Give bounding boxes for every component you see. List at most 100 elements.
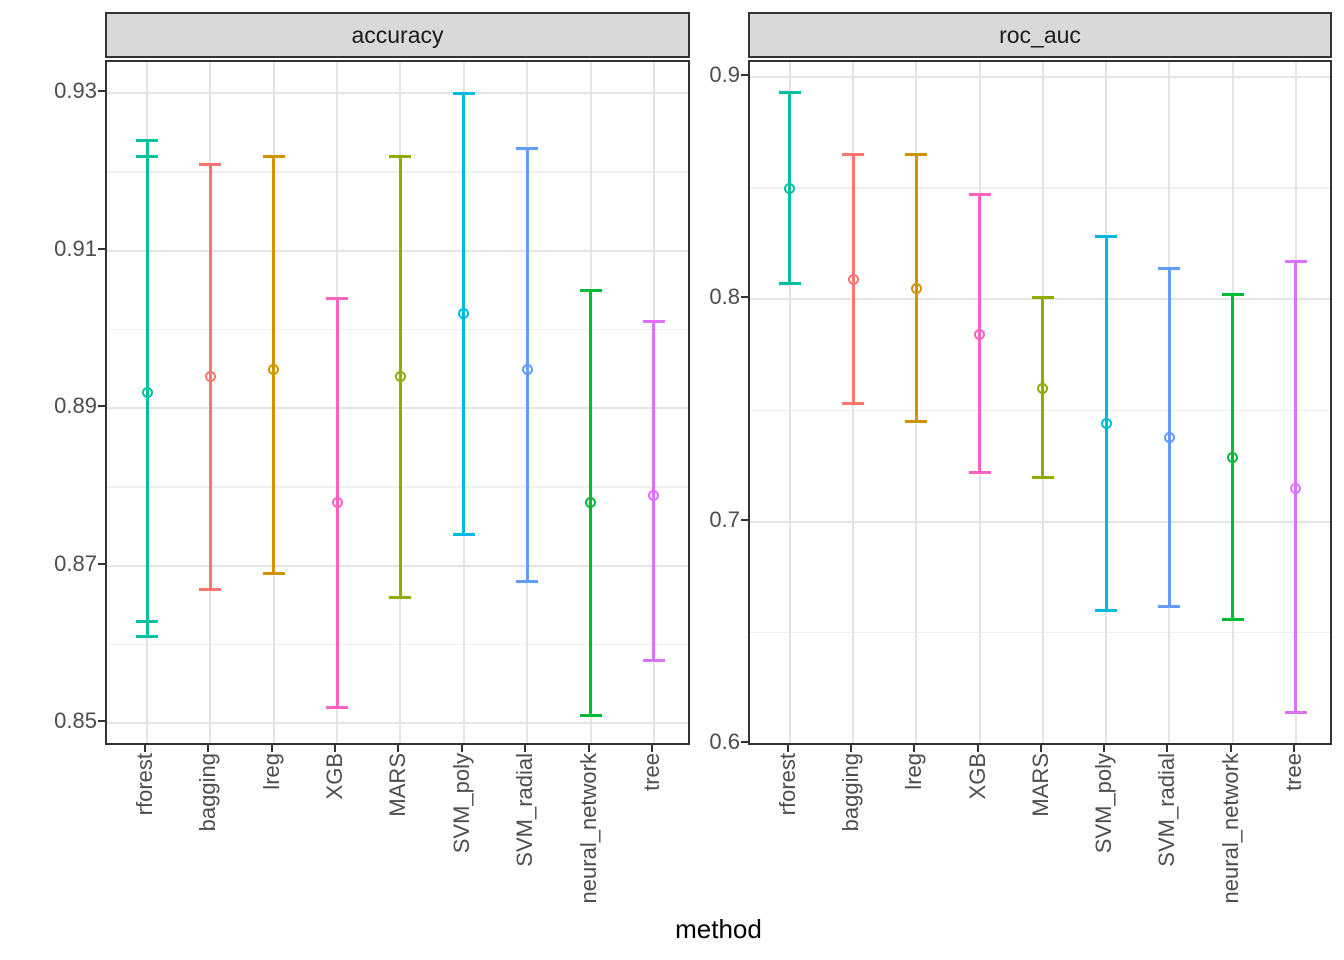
- x-tick-mark: [1292, 745, 1295, 752]
- error-bar-cap-MARS: [1031, 295, 1054, 299]
- point-marker-SVM_radial: [521, 363, 533, 375]
- x-tick-mark: [913, 745, 916, 752]
- gridline-minor: [107, 171, 688, 173]
- x-tick-mark: [144, 745, 146, 752]
- gridline-major: [750, 520, 1330, 523]
- y-tick-mark: [98, 720, 105, 723]
- point-marker-neural_network: [1227, 451, 1239, 463]
- error-bar-cap-bagging: [199, 588, 222, 592]
- gridline-major: [750, 298, 1330, 301]
- facet-strip-accuracy: accuracy: [105, 12, 690, 58]
- point-marker-lreg: [910, 282, 922, 294]
- gridline-minor: [750, 631, 1330, 634]
- x-tick-label-lreg: lreg: [258, 753, 284, 790]
- x-tick-label-lreg: lreg: [901, 753, 927, 790]
- y-tick-mark: [741, 73, 748, 76]
- x-tick-mark: [524, 745, 527, 752]
- x-tick-label-tree: tree: [638, 753, 664, 791]
- x-tick-mark: [1103, 745, 1106, 752]
- x-tick-mark: [334, 745, 337, 752]
- error-bar-cap-XGB: [326, 706, 349, 710]
- y-tick-label: 0.9: [709, 61, 740, 87]
- error-bar-cap-rforest: [136, 619, 158, 623]
- x-tick-label-SVM_radial: SVM_radial: [1154, 753, 1180, 867]
- error-bar-cap-lreg: [262, 154, 285, 158]
- error-bar-cap-rforest: [136, 154, 158, 158]
- x-tick-mark: [850, 745, 853, 752]
- error-bar-cap-SVM_radial: [1158, 266, 1181, 270]
- error-bar-cap-rforest: [136, 139, 158, 143]
- x-tick-label-SVM_poly: SVM_poly: [448, 753, 474, 854]
- x-tick-mark: [650, 745, 653, 752]
- x-tick-mark: [207, 745, 210, 752]
- x-tick-label-XGB: XGB: [964, 753, 990, 800]
- error-bar-cap-SVM_radial: [1158, 604, 1181, 608]
- point-marker-SVM_radial: [1163, 431, 1175, 443]
- error-bar-cap-tree: [1284, 711, 1307, 715]
- y-tick-label: 0.7: [709, 506, 740, 532]
- point-marker-tree: [648, 489, 660, 501]
- facet-title-accuracy: accuracy: [351, 21, 444, 48]
- y-tick-label: 0.91: [54, 235, 97, 261]
- y-tick-label: 0.87: [54, 550, 97, 576]
- gridline-minor: [107, 486, 688, 488]
- gridline-minor: [107, 643, 688, 646]
- error-bar-cap-tree: [1284, 259, 1307, 263]
- error-bar-cap-XGB: [326, 296, 349, 300]
- facet-strip-roc-auc: roc_auc: [748, 12, 1332, 58]
- point-marker-rforest: [141, 387, 153, 399]
- gridline-major: [107, 407, 688, 410]
- point-marker-XGB: [974, 329, 986, 341]
- error-bar-cap-MARS: [389, 154, 412, 158]
- error-bar-cap-neural_network: [1221, 617, 1244, 621]
- y-tick-mark: [98, 562, 105, 565]
- point-marker-rforest: [784, 182, 796, 194]
- gridline-minor: [750, 187, 1330, 189]
- y-tick-label: 0.89: [54, 393, 97, 419]
- error-bar-cap-tree: [642, 320, 665, 324]
- point-marker-tree: [1290, 482, 1302, 494]
- x-tick-mark: [397, 745, 400, 752]
- x-tick-label-XGB: XGB: [322, 753, 348, 800]
- x-tick-mark: [460, 745, 463, 752]
- y-tick-mark: [741, 740, 748, 743]
- gridline-vertical: [788, 62, 791, 743]
- x-tick-mark: [976, 745, 979, 752]
- panel-accuracy: [105, 60, 690, 745]
- error-bar-cap-rforest: [778, 282, 801, 286]
- y-tick-label: 0.8: [709, 284, 740, 310]
- gridline-major: [107, 249, 688, 252]
- point-marker-bagging: [204, 371, 216, 383]
- panel-roc-auc: [748, 60, 1332, 745]
- gridline-major: [107, 92, 688, 95]
- error-bar-cap-rforest: [136, 635, 158, 639]
- x-tick-label-neural_network: neural_network: [575, 753, 601, 904]
- x-tick-mark: [786, 745, 789, 752]
- error-bar-cap-neural_network: [1221, 293, 1244, 297]
- gridline-minor: [750, 409, 1330, 412]
- error-bar-cap-SVM_poly: [452, 91, 475, 95]
- x-tick-label-neural_network: neural_network: [1217, 753, 1243, 904]
- error-bar-cap-rforest: [778, 90, 801, 94]
- error-bar-cap-bagging: [199, 162, 222, 166]
- error-bar-cap-XGB: [968, 193, 991, 197]
- x-tick-label-bagging: bagging: [838, 753, 864, 832]
- x-axis-title: method: [675, 914, 762, 944]
- error-bar-cap-tree: [642, 658, 665, 662]
- gridline-major: [107, 564, 688, 567]
- y-tick-label: 0.85: [54, 708, 97, 734]
- x-tick-label-SVM_radial: SVM_radial: [512, 753, 538, 867]
- x-tick-mark: [1229, 745, 1232, 752]
- x-tick-label-tree: tree: [1280, 753, 1306, 791]
- y-tick-mark: [98, 247, 105, 250]
- error-bar-cap-bagging: [842, 153, 865, 157]
- y-tick-label: 0.6: [709, 728, 740, 754]
- point-marker-bagging: [847, 273, 859, 285]
- gridline-major: [107, 722, 688, 725]
- y-tick-mark: [741, 296, 748, 299]
- x-tick-label-rforest: rforest: [774, 753, 800, 816]
- point-marker-MARS: [1037, 382, 1049, 394]
- error-bar-cap-MARS: [1031, 475, 1054, 479]
- x-tick-label-bagging: bagging: [195, 753, 221, 832]
- error-bar-cap-SVM_radial: [516, 147, 539, 151]
